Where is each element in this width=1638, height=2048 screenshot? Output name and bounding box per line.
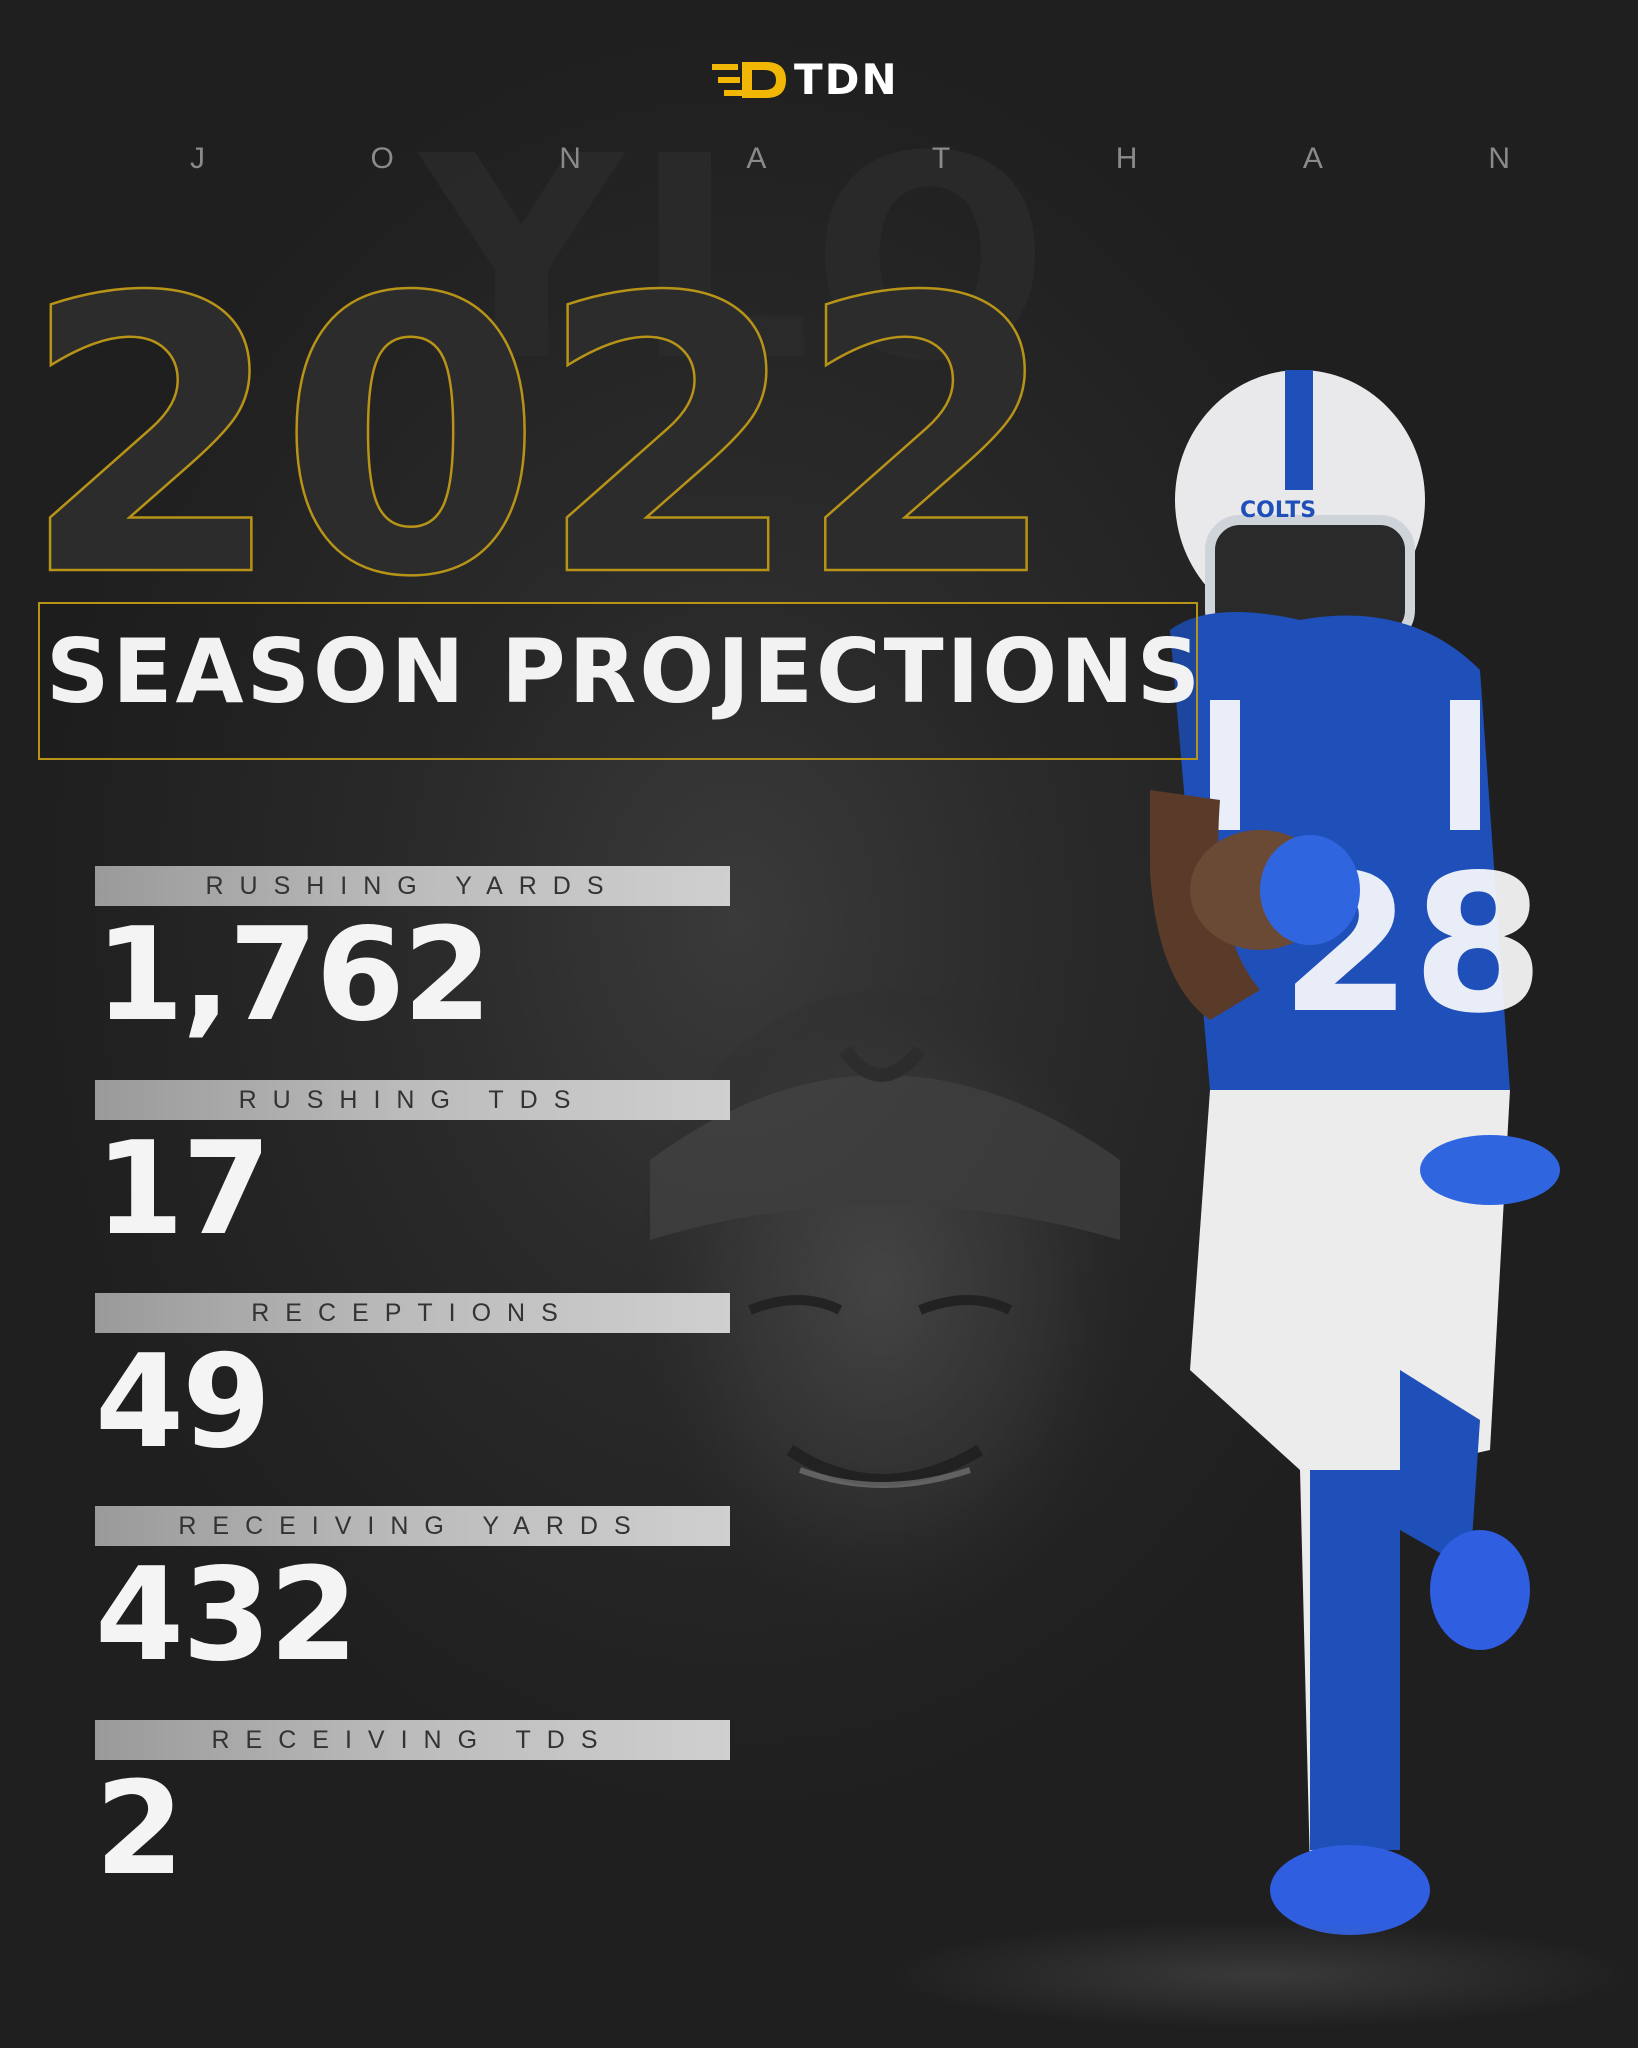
- stat-value: 432: [95, 1541, 358, 1690]
- horseshoe-icon: [839, 1045, 926, 1082]
- first-name-letter: T: [931, 142, 951, 175]
- stat-value: 1,762: [95, 901, 492, 1050]
- background-portrait: [630, 990, 1130, 1650]
- stat-label: RECEPTIONS: [95, 1293, 730, 1333]
- first-name-letter: N: [559, 142, 581, 175]
- first-name-letter: J: [190, 142, 205, 175]
- brand-speed-icon: [712, 62, 786, 98]
- stat-receiving-yards: RECEIVING YARDS 432: [95, 1506, 730, 1680]
- first-name-letter: A: [1302, 142, 1323, 175]
- brand-name: TDN: [794, 55, 899, 104]
- helmet-text: COLTS: [1240, 498, 1316, 523]
- year-text: 2022: [20, 217, 1054, 660]
- first-name-letter: O: [370, 142, 394, 175]
- headline-title: SEASON PROJECTIONS: [46, 620, 1204, 723]
- stat-value: 49: [95, 1328, 271, 1477]
- stat-value: 2: [95, 1755, 184, 1904]
- stat-label: RECEIVING YARDS: [95, 1506, 730, 1546]
- player-first-name: J O N A T H A N: [190, 142, 1510, 176]
- ground-shadow: [880, 1920, 1638, 2030]
- player-image: COLTS 28: [1150, 370, 1560, 1935]
- first-name-letter: H: [1115, 142, 1138, 175]
- stat-label: RUSHING YARDS: [95, 866, 730, 906]
- stat-receiving-tds: RECEIVING TDS 2: [95, 1720, 730, 1894]
- stat-rushing-yards: RUSHING YARDS 1,762: [95, 866, 730, 1040]
- first-name-letter: N: [1488, 142, 1510, 175]
- stat-receptions: RECEPTIONS 49: [95, 1293, 730, 1467]
- first-name-letter: A: [746, 142, 767, 175]
- year-outline: 2022: [19, 216, 1061, 662]
- brand-logo: TDN: [710, 55, 940, 105]
- headline-box: [38, 602, 1198, 760]
- background-name-text: YLO: [420, 97, 1060, 423]
- stat-rushing-tds: RUSHING TDS 17: [95, 1080, 730, 1254]
- stat-value: 17: [95, 1115, 271, 1264]
- stat-label: RUSHING TDS: [95, 1080, 730, 1120]
- stat-label: RECEIVING TDS: [95, 1720, 730, 1760]
